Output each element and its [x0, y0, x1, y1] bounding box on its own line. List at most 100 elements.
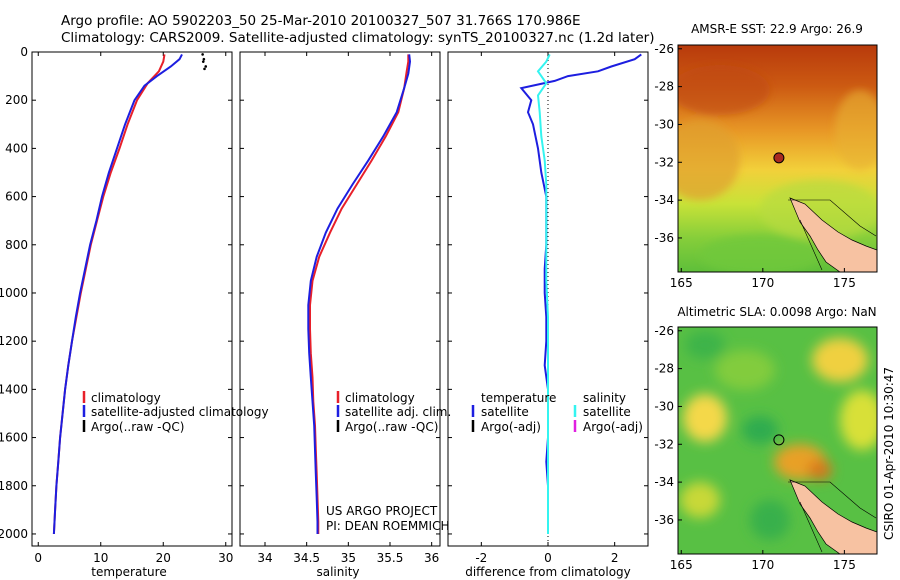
- depth-axis: 0 200 400 600 800 1000 1200 1400 1600 1800 2000: [0, 45, 232, 541]
- map-x-tick-label: 165: [670, 558, 693, 572]
- x-tick-label: 34: [257, 551, 272, 565]
- x-tick-label: 36: [424, 551, 439, 565]
- sla-map-title: Altimetric SLA: 0.0098 Argo: NaN: [677, 305, 876, 319]
- x-tick-label: 2: [611, 551, 619, 565]
- map-y-tick-label: -32: [654, 437, 674, 451]
- y-tick-label: 0: [20, 45, 28, 59]
- y-tick-label: 1800: [0, 479, 28, 493]
- legend-title-temperature: temperature: [481, 391, 556, 405]
- map-x-tick-label: 170: [751, 276, 774, 290]
- difference-xlabel: difference from climatology: [465, 565, 631, 579]
- map-x-tick-label: 165: [670, 276, 693, 290]
- series-line: [307, 54, 412, 534]
- x-tick-label: 35: [341, 551, 356, 565]
- argo-point: [202, 57, 206, 61]
- sst-map-axes: 165 170 175 -26 -28 -30 -32 -34 -36: [654, 42, 855, 290]
- temperature-legend: climatology satellite-adjusted climatolo…: [82, 391, 269, 434]
- map-y-tick-label: -28: [654, 80, 674, 94]
- header-line2: Climatology: CARS2009. Satellite-adjuste…: [61, 30, 654, 46]
- map-y-tick-label: -30: [654, 399, 674, 413]
- map-y-tick-label: -36: [654, 231, 674, 245]
- salinity-axes-frame: [239, 51, 441, 547]
- x-tick-label: 0: [544, 551, 552, 565]
- series-line: [519, 53, 642, 534]
- credit-line2: PI: DEAN ROEMMICH: [326, 519, 449, 533]
- map-x-tick-label: 175: [833, 558, 856, 572]
- y-tick-label: 1600: [0, 431, 28, 445]
- salinity-panel: 34 34.5 35 35.5 36 salinity climatology sate…: [239, 51, 451, 579]
- sla-map-panel: Altimetric SLA: 0.0098 Argo: NaN 165 170 1…: [654, 305, 878, 572]
- legend-label-sal-satellite: satellite: [583, 405, 631, 419]
- legend-label-temp-satellite: satellite: [481, 405, 529, 419]
- map-y-tick-label: -32: [654, 155, 674, 169]
- sla-map-frame: [677, 326, 878, 555]
- map-y-tick-label: -26: [654, 42, 674, 56]
- temperature-xlabel: temperature: [91, 565, 166, 579]
- argo-point: [203, 67, 206, 71]
- map-y-tick-label: -26: [654, 324, 674, 338]
- y-tick-label: 200: [5, 93, 28, 107]
- y-tick-label: 600: [5, 190, 28, 204]
- legend-title-salinity: salinity: [583, 391, 626, 405]
- difference-series: [519, 53, 642, 534]
- y-tick-label: 1400: [0, 382, 28, 396]
- legend-label-climatology: climatology: [345, 391, 415, 405]
- sla-map-axes: 165 170 175 -26 -28 -30 -32 -34 -36: [654, 324, 855, 572]
- salinity-xlabel: salinity: [316, 565, 359, 579]
- temperature-series: [52, 53, 208, 535]
- temperature-axis: 0 10 20 30: [34, 52, 233, 565]
- series-line: [52, 54, 166, 535]
- difference-legend: temperature salinity satellite Argo(-adj…: [471, 391, 643, 434]
- argo-point: [201, 53, 204, 56]
- credit-line1: US ARGO PROJECT: [326, 504, 438, 518]
- sst-map-frame: [677, 44, 878, 273]
- header-line1: Argo profile: AO 5902203_50 25-Mar-2010 …: [61, 13, 581, 29]
- x-tick-label: 35.5: [377, 551, 404, 565]
- salinity-legend: climatology satellite adj. clim. Argo(..…: [336, 391, 451, 434]
- y-tick-label: 1200: [0, 334, 28, 348]
- salinity-series: [307, 54, 412, 534]
- legend-label-climatology: climatology: [91, 391, 161, 405]
- y-tick-label: 2000: [0, 527, 28, 541]
- profile-location-marker: [773, 434, 785, 446]
- x-tick-label: 30: [218, 551, 233, 565]
- difference-axis: -2 0 2: [448, 51, 648, 565]
- y-tick-label: 800: [5, 238, 28, 252]
- temperature-panel: 0 200 400 600 800 1000 1200 1400 1600 1800 2000 0 1…: [0, 45, 269, 579]
- sst-map-panel: AMSR-E SST: 22.9 Argo: 26.9 165 170 175 -26…: [654, 22, 878, 290]
- series-line: [309, 54, 410, 534]
- difference-panel: -2 0 2 difference from climatology tempera…: [447, 51, 649, 579]
- temperature-axes-frame: [31, 51, 233, 547]
- legend-label-satellite: satellite-adjusted climatology: [91, 405, 269, 419]
- legend-label-temp-argo: Argo(-adj): [481, 420, 541, 434]
- map-y-tick-label: -36: [654, 513, 674, 527]
- legend-label-sal-argo: Argo(-adj): [583, 420, 643, 434]
- x-tick-label: 10: [93, 551, 108, 565]
- profile-location-dot: [773, 152, 785, 164]
- side-label: CSIRO 01-Apr-2010 10:30:47: [882, 367, 896, 540]
- legend-label-argo: Argo(..raw -QC): [91, 420, 184, 434]
- legend-label-satellite: satellite adj. clim.: [345, 405, 451, 419]
- x-tick-label: 20: [156, 551, 171, 565]
- map-x-tick-label: 170: [751, 558, 774, 572]
- map-y-tick-label: -34: [654, 193, 674, 207]
- profile-location-dot: [773, 434, 785, 446]
- sst-map-title: AMSR-E SST: 22.9 Argo: 26.9: [691, 22, 863, 36]
- map-x-tick-label: 175: [833, 276, 856, 290]
- y-tick-label: 400: [5, 141, 28, 155]
- map-y-tick-label: -28: [654, 362, 674, 376]
- map-y-tick-label: -34: [654, 475, 674, 489]
- x-tick-label: -2: [475, 551, 487, 565]
- x-tick-label: 0: [34, 551, 42, 565]
- sst-field: [678, 45, 877, 272]
- legend-label-argo: Argo(..raw -QC): [345, 420, 438, 434]
- argo-point: [204, 65, 208, 68]
- series-line: [536, 53, 551, 534]
- y-tick-label: 1000: [0, 286, 28, 300]
- series-line: [52, 53, 183, 535]
- sla-field: [678, 327, 877, 554]
- argo-point: [201, 60, 205, 63]
- x-tick-label: 34.5: [293, 551, 320, 565]
- profile-location-marker: [773, 152, 785, 164]
- map-y-tick-label: -30: [654, 117, 674, 131]
